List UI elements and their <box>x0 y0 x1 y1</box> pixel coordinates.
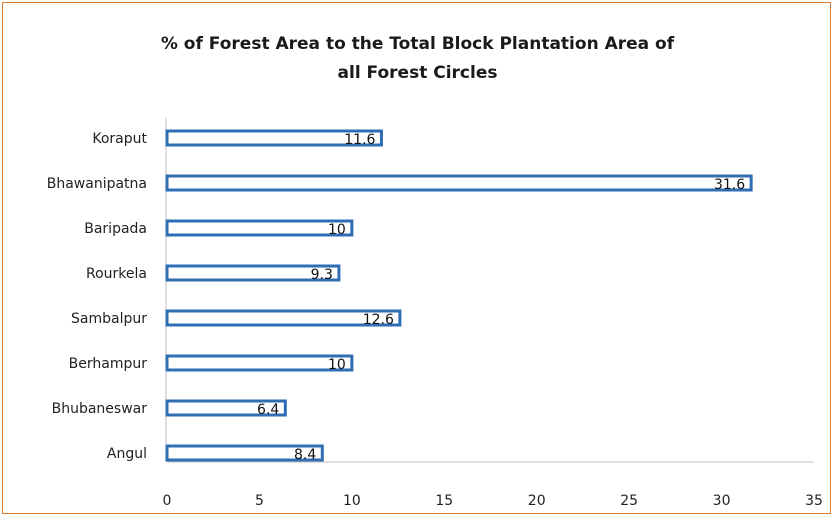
x-tick-label: 15 <box>435 493 453 509</box>
y-category-label: Berhampur <box>69 356 148 372</box>
x-tick-label: 10 <box>343 493 361 509</box>
x-tick-label: 35 <box>805 493 823 509</box>
x-tick-label: 0 <box>163 493 172 509</box>
bar <box>165 129 383 147</box>
y-category-label: Bhubaneswar <box>52 401 148 417</box>
y-category-label: Bhawanipatna <box>47 176 147 192</box>
data-label: 12.6 <box>363 312 394 328</box>
chart-title-line-1: % of Forest Area to the Total Block Plan… <box>160 34 675 54</box>
y-category-label: Rourkela <box>86 266 147 282</box>
data-label: 9.3 <box>311 267 333 283</box>
bar <box>165 399 287 417</box>
y-category-label: Baripada <box>84 221 147 237</box>
bar <box>165 309 402 327</box>
x-tick-label: 25 <box>620 493 638 509</box>
data-label: 11.6 <box>344 132 375 148</box>
data-label: 10 <box>328 222 346 238</box>
x-tick-label: 5 <box>255 493 264 509</box>
bar <box>165 444 324 462</box>
x-tick-label: 20 <box>528 493 546 509</box>
x-tick-label: 30 <box>713 493 731 509</box>
y-category-label: Koraput <box>92 131 147 147</box>
chart-title-line-2: all Forest Circles <box>337 63 498 83</box>
bar <box>165 219 354 237</box>
chart-title: % of Forest Area to the Total Block Plan… <box>60 30 775 88</box>
y-category-label: Angul <box>107 446 147 462</box>
data-label: 10 <box>328 357 346 373</box>
bar <box>165 354 354 372</box>
y-category-label: Sambalpur <box>71 311 147 327</box>
data-label: 6.4 <box>257 402 279 418</box>
data-label: 31.6 <box>714 177 745 193</box>
bar <box>165 264 341 282</box>
data-label: 8.4 <box>294 447 316 463</box>
bar <box>165 174 753 192</box>
